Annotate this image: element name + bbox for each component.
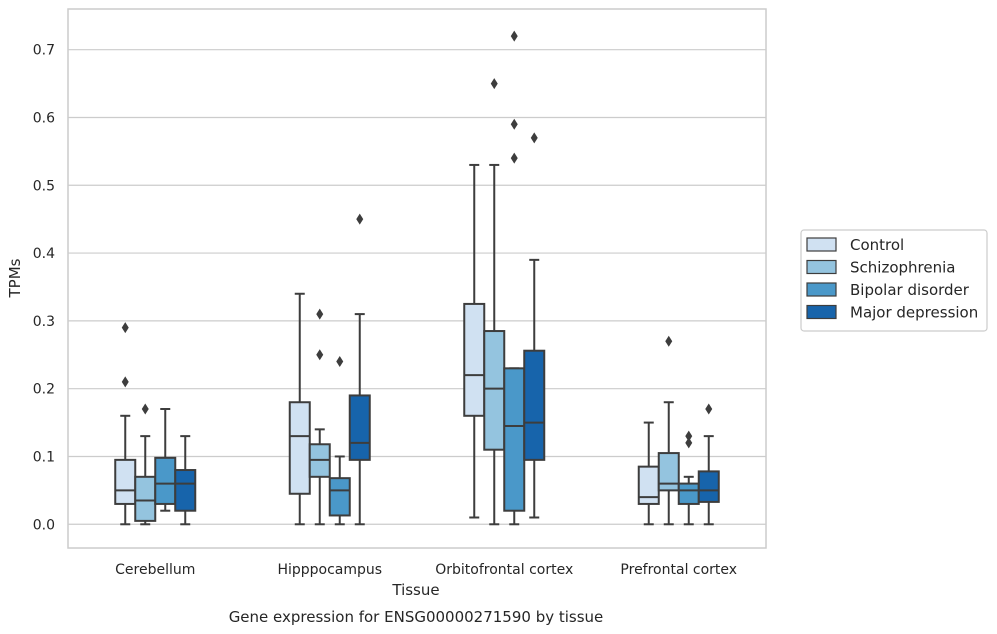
outlier-point: [490, 78, 498, 90]
y-tick-label: 0.5: [33, 178, 55, 194]
legend-swatch: [806, 237, 837, 252]
outlier-point: [510, 30, 518, 42]
outlier-point: [316, 308, 324, 320]
outlier-point: [121, 376, 129, 388]
y-tick-label: 0.2: [33, 382, 55, 398]
box-major-depression: [174, 435, 197, 526]
y-axis-title: TPMs: [6, 258, 24, 298]
box-iqr: [657, 452, 680, 492]
legend-swatch: [806, 282, 837, 297]
box-control: [463, 163, 486, 519]
box-bipolar-disorder: [328, 356, 351, 526]
box-groups: [114, 30, 720, 526]
box-iqr: [697, 470, 720, 503]
box-major-depression: [697, 403, 720, 526]
box-iqr: [637, 465, 660, 505]
legend-label: Major depression: [850, 304, 978, 322]
box-control: [288, 292, 311, 526]
x-tick-label: Prefrontal cortex: [620, 562, 737, 578]
x-tick-label: Hipppocampus: [277, 562, 382, 578]
box-major-depression: [348, 213, 371, 526]
outlier-point: [685, 430, 693, 442]
x-tick-label: Orbitofrontal cortex: [435, 562, 573, 578]
x-axis-title: Tissue: [391, 581, 439, 599]
y-tick-label: 0.7: [33, 43, 55, 59]
box-iqr: [463, 302, 486, 417]
y-tick-label: 0.6: [33, 110, 55, 126]
box-iqr: [114, 458, 137, 505]
box-iqr: [174, 469, 197, 512]
legend: Control Schizophrenia Bipolar disorder Majo…: [800, 229, 988, 332]
box-iqr: [154, 456, 177, 505]
legend-label: Control: [850, 236, 904, 254]
box-bipolar-disorder: [677, 430, 700, 526]
box-iqr: [134, 475, 157, 522]
box-iqr: [483, 330, 506, 451]
outlier-point: [665, 335, 673, 347]
legend-label: Bipolar disorder: [850, 281, 970, 299]
legend-swatch: [806, 304, 837, 320]
outlier-point: [121, 322, 129, 334]
box-iqr: [503, 367, 526, 512]
box-bipolar-disorder: [154, 408, 177, 512]
box-schizophrenia: [134, 403, 157, 526]
x-axis-ticks: Cerebellum Hipppocampus Orbitofrontal cort…: [115, 562, 737, 578]
box-iqr: [348, 394, 371, 461]
legend-label: Schizophrenia: [850, 259, 955, 277]
outlier-point: [510, 118, 518, 130]
outlier-point: [510, 152, 518, 164]
outlier-point: [356, 213, 364, 225]
y-axis-ticks: 0.0 0.1 0.2 0.3 0.4 0.5 0.6 0.7: [33, 43, 55, 534]
outlier-point: [705, 403, 713, 415]
outlier-point: [141, 403, 149, 415]
plot-frame: [67, 8, 767, 549]
outlier-point: [316, 349, 324, 361]
box-control: [637, 421, 660, 526]
outlier-point: [336, 356, 344, 368]
legend-swatch: [806, 259, 837, 275]
y-tick-label: 0.1: [33, 449, 55, 465]
box-schizophrenia: [308, 308, 331, 526]
legend-frame: [800, 229, 988, 332]
box-major-depression: [523, 132, 546, 519]
outlier-point: [685, 437, 693, 449]
chart-caption: Gene expression for ENSG00000271590 by t…: [229, 608, 604, 626]
box-control: [114, 322, 137, 526]
box-iqr: [288, 401, 311, 495]
outlier-point: [530, 132, 538, 144]
y-tick-label: 0.3: [33, 314, 55, 330]
box-iqr: [328, 477, 351, 517]
y-tick-label: 0.4: [33, 246, 55, 262]
box-bipolar-disorder: [503, 30, 526, 526]
x-tick-label: Cerebellum: [115, 562, 195, 578]
box-schizophrenia: [483, 78, 506, 526]
box-iqr: [677, 482, 700, 505]
box-schizophrenia: [657, 335, 680, 526]
box-iqr: [523, 349, 546, 461]
y-tick-label: 0.0: [33, 517, 55, 533]
